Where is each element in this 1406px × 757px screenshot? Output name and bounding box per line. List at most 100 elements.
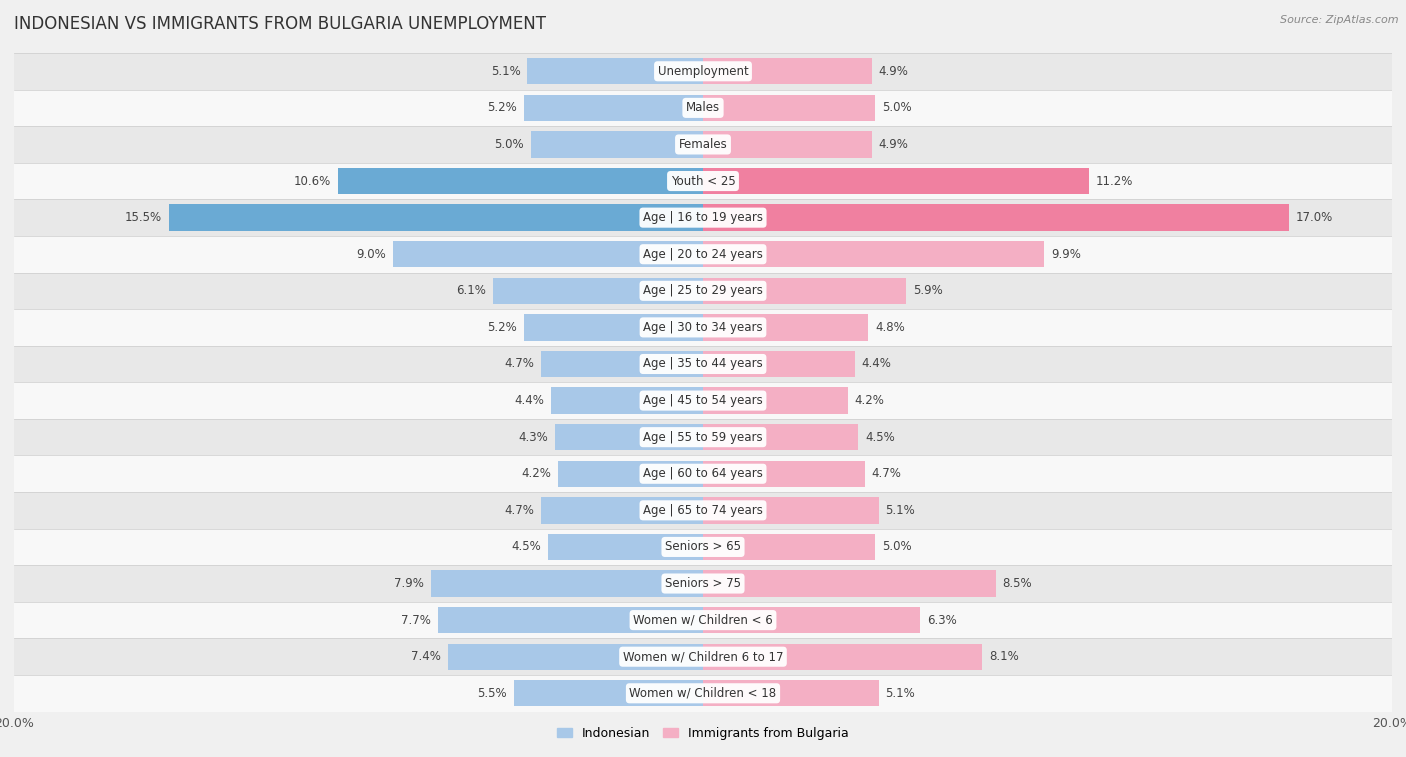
Text: 4.5%: 4.5% (865, 431, 894, 444)
Text: Age | 25 to 29 years: Age | 25 to 29 years (643, 285, 763, 298)
Bar (14, 565, 1392, 602)
Text: 5.5%: 5.5% (477, 687, 506, 699)
Bar (14, 163, 1392, 199)
Text: 11.2%: 11.2% (1095, 175, 1133, 188)
Text: Females: Females (679, 138, 727, 151)
Bar (558, 460, 703, 487)
Bar (703, 497, 879, 524)
Bar (14, 382, 1392, 419)
Bar (703, 131, 872, 157)
Text: 5.1%: 5.1% (886, 687, 915, 699)
Text: 17.0%: 17.0% (1295, 211, 1333, 224)
Text: 4.7%: 4.7% (872, 467, 901, 480)
Text: 5.2%: 5.2% (488, 101, 517, 114)
Text: 5.1%: 5.1% (491, 65, 520, 78)
Text: 4.8%: 4.8% (875, 321, 905, 334)
Text: Age | 45 to 54 years: Age | 45 to 54 years (643, 394, 763, 407)
Text: 4.2%: 4.2% (522, 467, 551, 480)
Text: 7.7%: 7.7% (401, 614, 430, 627)
Text: 8.5%: 8.5% (1002, 577, 1032, 590)
Text: Women w/ Children 6 to 17: Women w/ Children 6 to 17 (623, 650, 783, 663)
Bar (703, 680, 879, 706)
Bar (527, 58, 703, 85)
Text: 9.9%: 9.9% (1050, 248, 1081, 260)
Bar (449, 643, 703, 670)
Bar (548, 534, 703, 560)
Bar (703, 350, 855, 377)
Bar (337, 168, 703, 195)
Text: 10.6%: 10.6% (294, 175, 330, 188)
Text: Age | 16 to 19 years: Age | 16 to 19 years (643, 211, 763, 224)
Text: 4.9%: 4.9% (879, 138, 908, 151)
Bar (703, 607, 920, 634)
Bar (531, 131, 703, 157)
Bar (14, 199, 1392, 236)
Bar (14, 53, 1392, 89)
Bar (703, 278, 907, 304)
Bar (703, 570, 995, 597)
Text: 15.5%: 15.5% (125, 211, 162, 224)
Bar (703, 388, 848, 414)
Text: Seniors > 65: Seniors > 65 (665, 540, 741, 553)
Bar (703, 58, 872, 85)
Text: 5.0%: 5.0% (882, 540, 911, 553)
Text: Seniors > 75: Seniors > 75 (665, 577, 741, 590)
Text: Age | 30 to 34 years: Age | 30 to 34 years (643, 321, 763, 334)
Bar (703, 534, 875, 560)
Text: INDONESIAN VS IMMIGRANTS FROM BULGARIA UNEMPLOYMENT: INDONESIAN VS IMMIGRANTS FROM BULGARIA U… (14, 15, 546, 33)
Text: 4.9%: 4.9% (879, 65, 908, 78)
Bar (392, 241, 703, 267)
Bar (524, 95, 703, 121)
Bar (14, 309, 1392, 346)
Text: Unemployment: Unemployment (658, 65, 748, 78)
Bar (14, 456, 1392, 492)
Legend: Indonesian, Immigrants from Bulgaria: Indonesian, Immigrants from Bulgaria (553, 722, 853, 745)
Text: Males: Males (686, 101, 720, 114)
Text: 7.4%: 7.4% (412, 650, 441, 663)
Text: Women w/ Children < 18: Women w/ Children < 18 (630, 687, 776, 699)
Bar (430, 570, 703, 597)
Text: 4.3%: 4.3% (519, 431, 548, 444)
Bar (541, 497, 703, 524)
Text: 5.9%: 5.9% (912, 285, 943, 298)
Bar (437, 607, 703, 634)
Text: Age | 35 to 44 years: Age | 35 to 44 years (643, 357, 763, 370)
Bar (703, 314, 869, 341)
Bar (169, 204, 703, 231)
Bar (703, 95, 875, 121)
Text: 9.0%: 9.0% (356, 248, 387, 260)
Text: 8.1%: 8.1% (988, 650, 1019, 663)
Text: 4.5%: 4.5% (512, 540, 541, 553)
Text: Age | 65 to 74 years: Age | 65 to 74 years (643, 504, 763, 517)
Bar (14, 528, 1392, 565)
Bar (14, 675, 1392, 712)
Text: 4.2%: 4.2% (855, 394, 884, 407)
Bar (541, 350, 703, 377)
Text: 5.2%: 5.2% (488, 321, 517, 334)
Bar (494, 278, 703, 304)
Text: 5.0%: 5.0% (495, 138, 524, 151)
Bar (555, 424, 703, 450)
Text: Youth < 25: Youth < 25 (671, 175, 735, 188)
Bar (14, 492, 1392, 528)
Text: 5.0%: 5.0% (882, 101, 911, 114)
Text: 6.1%: 6.1% (456, 285, 486, 298)
Bar (14, 346, 1392, 382)
Bar (703, 204, 1289, 231)
Text: 7.9%: 7.9% (394, 577, 425, 590)
Bar (703, 424, 858, 450)
Bar (14, 419, 1392, 456)
Text: Age | 55 to 59 years: Age | 55 to 59 years (643, 431, 763, 444)
Bar (551, 388, 703, 414)
Text: Age | 60 to 64 years: Age | 60 to 64 years (643, 467, 763, 480)
Bar (703, 643, 981, 670)
Bar (703, 241, 1045, 267)
Text: Women w/ Children < 6: Women w/ Children < 6 (633, 614, 773, 627)
Text: 4.7%: 4.7% (505, 504, 534, 517)
Bar (513, 680, 703, 706)
Bar (14, 236, 1392, 273)
Bar (14, 89, 1392, 126)
Bar (14, 126, 1392, 163)
Text: 6.3%: 6.3% (927, 614, 956, 627)
Bar (14, 638, 1392, 675)
